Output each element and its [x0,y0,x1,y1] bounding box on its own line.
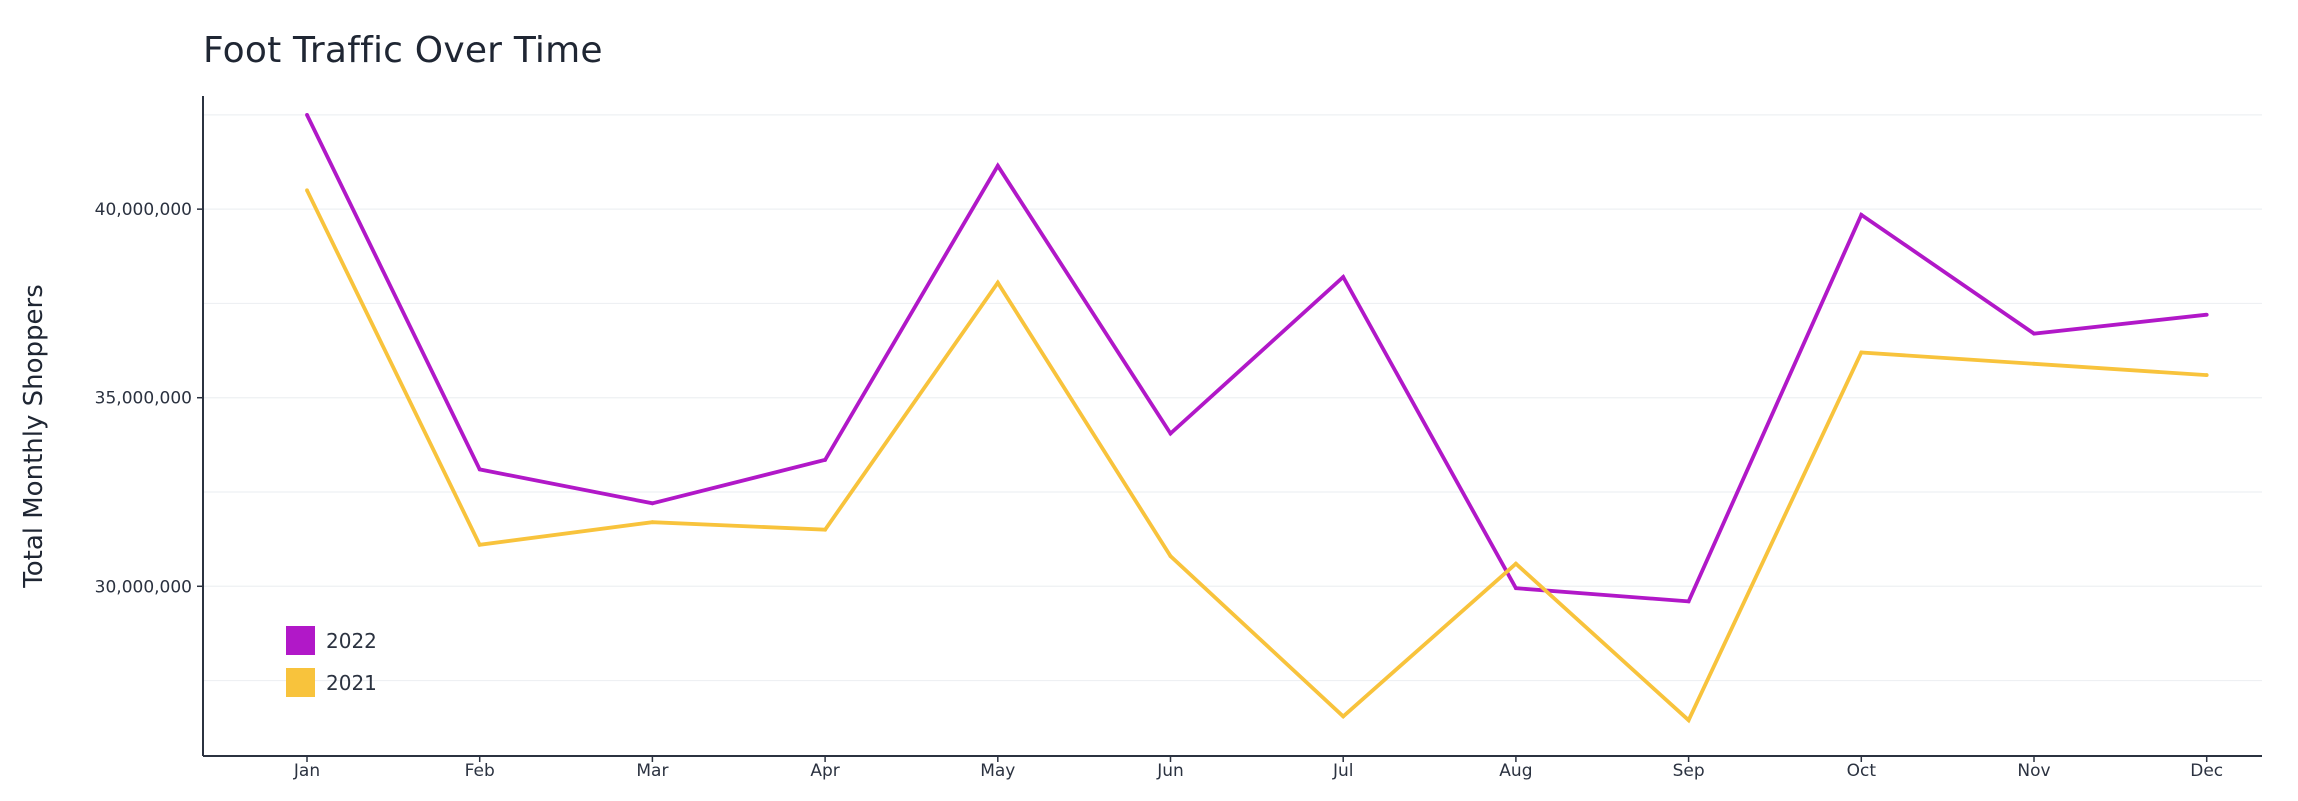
x-tick-label: Oct [1847,761,1877,781]
data-point [2204,312,2209,317]
x-tick-label: Apr [810,761,839,781]
x-tick-label: Jun [1156,761,1184,781]
data-point [2032,331,2036,336]
data-point [1168,554,1173,559]
data-point [1686,599,1691,604]
x-tick-label: Jul [1332,761,1354,781]
data-point [650,520,655,525]
data-point [823,458,827,462]
x-tick-label: Feb [465,761,495,781]
chart-title: Foot Traffic Over Time [203,30,603,71]
data-point [305,188,309,193]
data-point [650,501,655,506]
x-tick-label: May [980,761,1015,781]
grid-lines [203,114,2262,682]
x-tick-label: Dec [2190,761,2223,781]
data-point [2204,373,2209,377]
x-tick-label: Sep [1673,761,1705,781]
data-point [1859,350,1864,355]
legend-label: 2022 [326,629,377,653]
data-point [305,112,309,117]
x-tick-label: Jan [293,761,320,781]
legend-label: 2021 [326,671,377,695]
y-tick-label: 35,000,000 [95,389,192,409]
data-point [823,527,827,532]
data-point [477,542,482,547]
y-tick-label: 40,000,000 [95,200,192,220]
data-point [1686,718,1691,723]
x-tick-label: Nov [2017,761,2050,781]
legend-swatch-2021 [286,668,315,697]
data-point [1514,561,1518,566]
axes: 30,000,000 35,000,000 40,000,000 Jan Feb Mar A… [19,96,2262,781]
data-point [477,467,482,472]
data-point [995,163,1000,168]
y-axis-title: Total Monthly Shoppers [19,284,49,588]
data-point [2032,361,2036,366]
data-point [995,280,1000,285]
legend-swatch-2022 [286,626,315,655]
series-lines [305,112,2209,724]
data-point [1859,212,1864,217]
y-tick-label: 30,000,000 [95,577,192,597]
legend: 2022 2021 [286,626,377,697]
x-tick-label: Mar [636,761,668,781]
data-point [1168,431,1173,436]
data-point [1341,714,1346,719]
series-line-2022 [305,114,2207,604]
data-point [1514,586,1518,591]
data-point [1341,275,1346,279]
x-tick-label: Aug [1499,761,1532,781]
series-line-2021 [305,189,2207,724]
